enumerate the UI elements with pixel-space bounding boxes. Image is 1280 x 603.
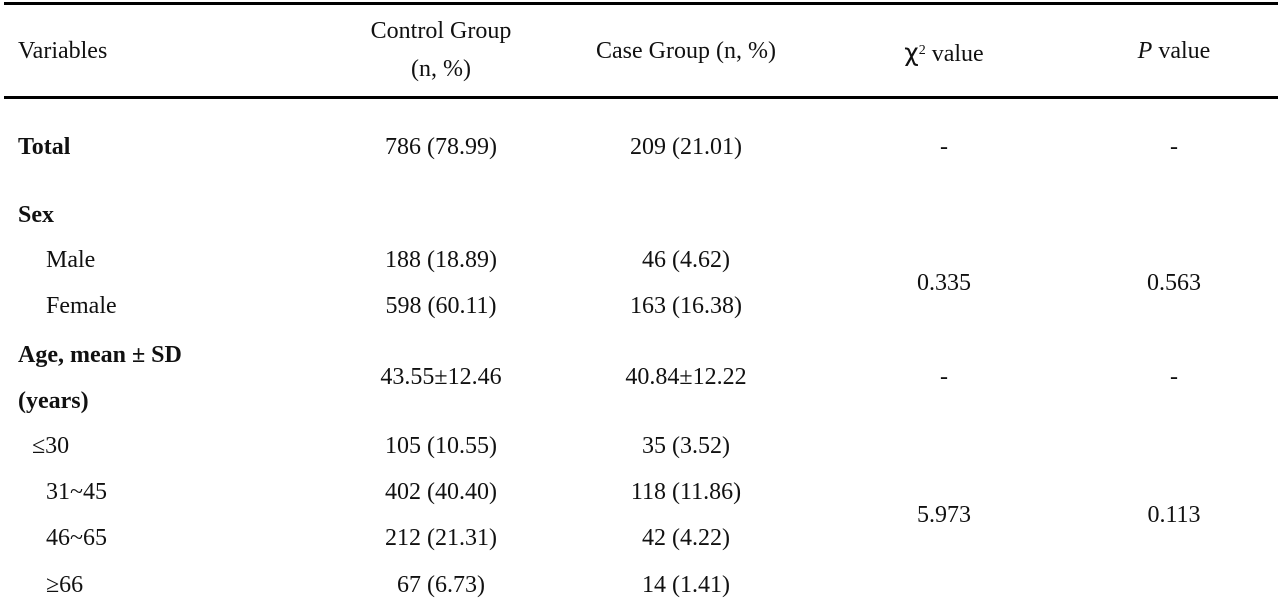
row-age-g4-control: 67 (6.73) <box>397 572 485 598</box>
row-age-g1-control: 105 (10.55) <box>385 433 497 459</box>
row-male-case: 46 (4.62) <box>642 247 730 273</box>
row-total-control: 786 (78.99) <box>385 134 497 160</box>
row-age-g3-case: 42 (4.22) <box>642 525 730 551</box>
row-age-p: - <box>1170 364 1178 390</box>
chi-symbol: χ <box>904 38 919 67</box>
row-age-g4-case: 14 (1.41) <box>642 572 730 598</box>
row-total-case: 209 (21.01) <box>630 134 742 160</box>
row-female-case: 163 (16.38) <box>630 293 742 319</box>
header-case-group: Case Group (n, %) <box>596 38 776 64</box>
row-male-control: 188 (18.89) <box>385 247 497 273</box>
row-total-label: Total <box>18 134 71 160</box>
row-age-g4-label: ≥66 <box>46 572 84 598</box>
row-age-g2-label: 31~45 <box>46 479 107 505</box>
row-age-g3-label: 46~65 <box>46 525 107 551</box>
row-age-g1-label: ≤30 <box>32 433 70 459</box>
table-top-rule <box>4 2 1278 5</box>
header-p-value: P value <box>1138 36 1211 66</box>
header-control-line2: (n, %) <box>411 56 471 82</box>
row-age-g1-case: 35 (3.52) <box>642 433 730 459</box>
row-age-g2-case: 118 (11.86) <box>630 479 742 505</box>
chi-value-label: value <box>925 41 984 67</box>
header-variables: Variables <box>18 38 108 64</box>
header-control-group: Control Group (n, %) <box>371 12 512 88</box>
row-female-control: 598 (60.11) <box>385 293 497 319</box>
row-total-chi: - <box>940 134 948 160</box>
table-header-rule <box>4 96 1278 99</box>
row-age-g3-control: 212 (21.31) <box>385 525 497 551</box>
header-control-line1: Control Group <box>370 18 512 44</box>
row-age-case: 40.84±12.22 <box>625 364 747 390</box>
row-sex-chi: 0.335 <box>917 270 971 296</box>
header-chi-square: χ2 value <box>904 38 983 69</box>
row-sex-label: Sex <box>18 202 54 228</box>
row-age-groups-chi: 5.973 <box>917 502 971 528</box>
row-total-p: - <box>1170 134 1178 160</box>
row-male-label: Male <box>46 247 96 273</box>
p-symbol: P <box>1137 38 1153 64</box>
row-age-groups-p: 0.113 <box>1147 502 1201 528</box>
row-age-g2-control: 402 (40.40) <box>385 479 497 505</box>
row-age-label-line2: (years) <box>18 388 89 414</box>
row-sex-p: 0.563 <box>1147 270 1201 296</box>
chi-superscript: 2 <box>918 43 926 58</box>
row-age-chi: - <box>940 364 948 390</box>
row-age-label-line1: Age, mean ± SD <box>18 342 182 368</box>
row-age-control: 43.55±12.46 <box>380 364 502 390</box>
p-value-label: value <box>1152 38 1211 64</box>
row-female-label: Female <box>46 293 117 319</box>
